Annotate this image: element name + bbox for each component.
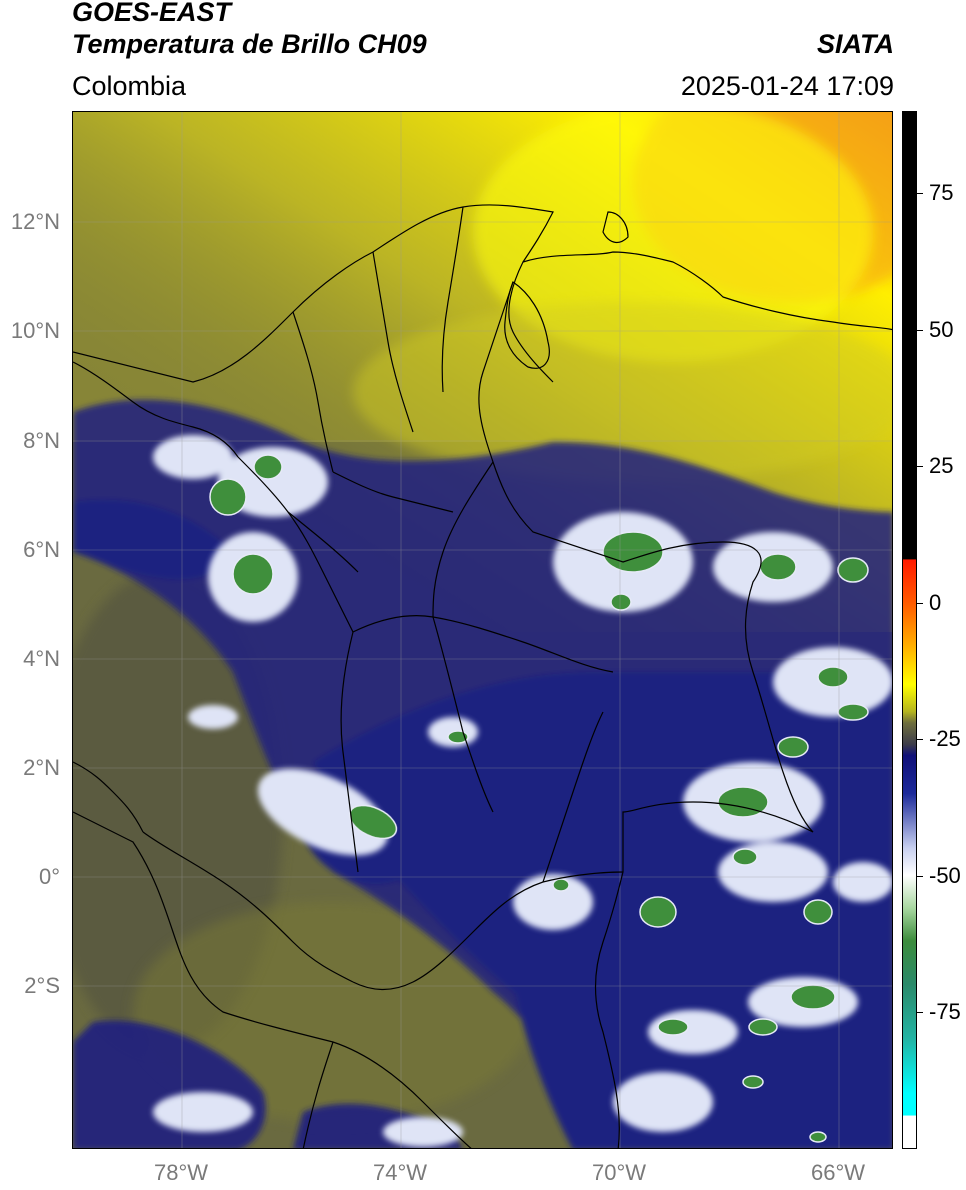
lat-tick-label: 10°N [10,318,60,343]
colorbar-tick-mark [917,466,923,468]
colorbar-tick-label: 0 [929,589,942,615]
colorbar-tick-mark [917,602,923,604]
lat-tick-label: 8°N [23,428,60,453]
lat-tick-label: 6°N [23,537,60,562]
colorbar-tick-mark [917,1012,923,1014]
lat-tick-label: 2°N [23,755,60,780]
colorbar-tick-mark [917,329,923,331]
timestamp-label: 2025-01-24 17:09 [680,71,894,101]
colorbar-gradient [903,112,916,1148]
region-label: Colombia [72,71,187,101]
colorbar-tick-mark [917,875,923,877]
lat-tick-label: 4°N [23,646,60,671]
lat-tick-label: 12°N [10,209,60,234]
map-title: GOES-EAST [72,0,232,27]
colorbar-tick-mark [917,739,923,741]
colorbar-tick-label: 75 [929,179,954,205]
convective-cores [209,454,869,1143]
satellite-map[interactable] [72,111,893,1149]
colorbar-tick-label: 50 [929,316,954,342]
colorbar-tick-label: -25 [929,726,961,752]
lat-tick-label: 2°S [24,973,60,998]
graticule [73,112,892,1148]
lon-tick-label: 66°W [810,1160,866,1185]
colorbar-tick-label: 25 [929,453,954,479]
lon-tick-label: 74°W [372,1160,428,1185]
lon-tick-label: 70°W [591,1160,647,1185]
colorbar-tick-label: -75 [929,999,961,1025]
lat-tick-label: 0° [38,864,60,889]
map-subtitle: Temperatura de Brillo CH09 [72,29,427,59]
organization-label: SIATA [817,29,894,59]
borders [73,204,892,1148]
colorbar-tick-label: -50 [929,862,961,888]
colorbar [902,111,917,1149]
colorbar-tick-mark [917,192,923,194]
lon-tick-label: 78°W [153,1160,209,1185]
map-canvas [73,112,892,1148]
